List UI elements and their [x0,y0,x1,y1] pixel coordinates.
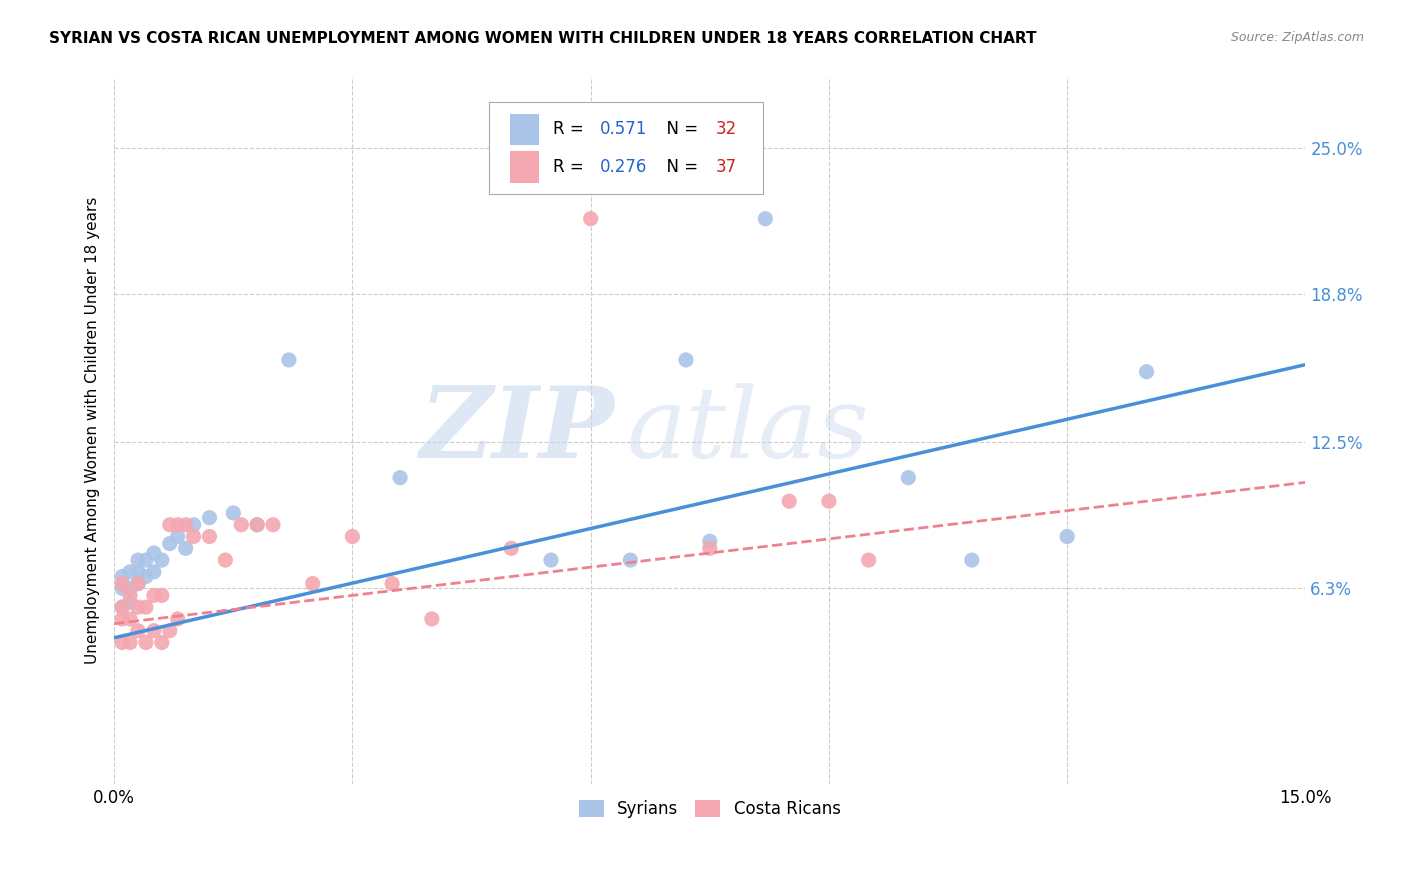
Point [150,553,173,567]
Point [159,517,181,532]
Point [214,553,236,567]
Point [111,635,134,649]
Text: atlas: atlas [627,383,869,478]
Text: 32: 32 [716,120,737,138]
Point [183,529,205,543]
Point [111,569,134,583]
Point [142,546,165,560]
Point [111,612,134,626]
Point [120,588,142,602]
Point [231,517,253,532]
Point [246,517,269,532]
Point [501,541,523,556]
Point [127,565,149,579]
Point [159,624,181,638]
Point [111,582,134,596]
Point [120,582,142,596]
Point [778,494,800,508]
Point [142,588,165,602]
Point [166,517,188,532]
Point [120,565,142,579]
Point [159,536,181,550]
Text: ZIP: ZIP [419,383,614,479]
Point [198,510,221,524]
Point [111,600,134,615]
Point [246,517,269,532]
Point [135,635,157,649]
Point [183,517,205,532]
Point [342,529,364,543]
FancyBboxPatch shape [489,103,763,194]
Point [1056,529,1078,543]
Point [135,553,157,567]
Text: Source: ZipAtlas.com: Source: ZipAtlas.com [1230,31,1364,45]
Point [818,494,841,508]
Point [142,565,165,579]
Point [150,635,173,649]
Text: SYRIAN VS COSTA RICAN UNEMPLOYMENT AMONG WOMEN WITH CHILDREN UNDER 18 YEARS CORR: SYRIAN VS COSTA RICAN UNEMPLOYMENT AMONG… [49,31,1036,46]
Point [222,506,245,520]
Point [858,553,880,567]
Point [277,353,299,368]
Point [389,471,412,485]
Point [420,612,443,626]
Point [619,553,641,567]
Text: 0.276: 0.276 [600,158,648,176]
Point [150,588,173,602]
Point [135,600,157,615]
Point [174,541,197,556]
Point [960,553,983,567]
Text: N =: N = [657,120,703,138]
Point [301,576,323,591]
Text: N =: N = [657,158,703,176]
Point [262,517,284,532]
Legend: Syrians, Costa Ricans: Syrians, Costa Ricans [572,793,848,825]
Point [127,600,149,615]
Text: R =: R = [553,158,589,176]
Point [897,471,920,485]
Point [127,576,149,591]
Point [127,553,149,567]
Point [198,529,221,543]
Point [111,576,134,591]
Point [174,517,197,532]
Point [111,600,134,615]
Text: R =: R = [553,120,589,138]
Point [540,553,562,567]
Point [579,211,602,226]
Y-axis label: Unemployment Among Women with Children Under 18 years: Unemployment Among Women with Children U… [86,197,100,665]
Point [127,624,149,638]
Point [142,624,165,638]
Point [120,595,142,609]
Point [166,612,188,626]
Point [754,211,776,226]
Text: 0.571: 0.571 [600,120,648,138]
Point [166,529,188,543]
Text: 37: 37 [716,158,737,176]
Point [120,635,142,649]
Point [381,576,404,591]
Point [120,612,142,626]
Point [699,534,721,549]
Point [675,353,697,368]
Point [1135,365,1157,379]
Point [135,569,157,583]
Point [127,576,149,591]
Point [699,541,721,556]
FancyBboxPatch shape [509,113,540,145]
FancyBboxPatch shape [509,151,540,183]
